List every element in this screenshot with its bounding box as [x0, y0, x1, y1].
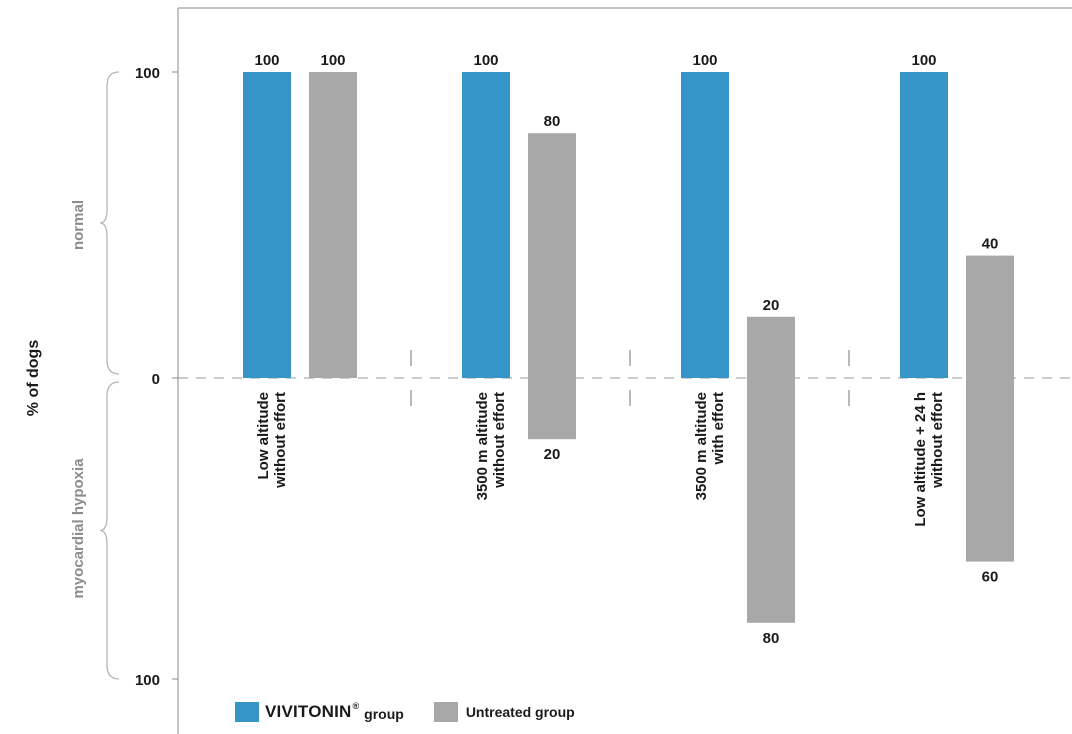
bar-untreated-normal [528, 133, 576, 378]
label-normal: normal [70, 200, 87, 250]
bar-vivitonin-normal [462, 72, 510, 378]
data-label-vivitonin-normal: 100 [911, 52, 936, 69]
data-label-untreated-normal: 40 [982, 236, 999, 253]
y-tick-label: 0 [152, 371, 160, 388]
brace-hypoxia [99, 381, 120, 680]
data-label-untreated-hypoxia: 60 [982, 569, 999, 586]
category-label-2: 3500 m altitudewithout effort [474, 392, 508, 500]
legend-swatch-untreated [433, 702, 458, 722]
legend-swatch-vivitonin [235, 702, 259, 722]
data-label-untreated-normal: 80 [544, 113, 561, 130]
brace-normal [99, 71, 120, 375]
category-label-line: without effort [929, 392, 946, 489]
bar-untreated-normal [309, 72, 357, 378]
bar-vivitonin-normal [900, 72, 948, 378]
label-myocardial-hypoxia: myocardial hypoxia [70, 458, 87, 599]
bar-untreated-normal [966, 255, 1014, 378]
data-label-untreated-hypoxia: 80 [763, 630, 780, 647]
y-axis-label: % of dogs [25, 340, 42, 417]
category-label-1: Low altitudewithout effort [255, 392, 289, 489]
bar-vivitonin-normal [681, 72, 729, 378]
category-label-line: without effort [272, 392, 289, 489]
data-label-vivitonin-normal: 100 [473, 52, 498, 69]
category-label-3: 3500 m altitudewith effort [693, 392, 727, 500]
data-label-vivitonin-normal: 100 [692, 52, 717, 69]
bar-untreated-hypoxia [747, 378, 795, 623]
data-label-untreated-hypoxia: 20 [544, 446, 561, 463]
category-label-line: with effort [710, 392, 727, 466]
bar-untreated-hypoxia [966, 378, 1014, 562]
category-label-line: 3500 m altitude [693, 392, 710, 500]
legend: VIVITONIN ® group Untreated group [235, 700, 575, 724]
legend-label-untreated: Untreated group [465, 704, 575, 720]
category-label-line: Low altitude + 24 h [912, 392, 929, 527]
category-label-line: Low altitude [255, 392, 272, 480]
data-label-vivitonin-normal: 100 [254, 52, 279, 69]
category-label-line: 3500 m altitude [474, 392, 491, 500]
legend-label-vivitonin: VIVITONIN [265, 702, 352, 721]
data-label-untreated-normal: 100 [320, 52, 345, 69]
category-label-line: without effort [491, 392, 508, 489]
bar-untreated-normal [747, 316, 795, 378]
y-tick-label: 100 [135, 672, 160, 689]
y-tick-label: 100 [135, 65, 160, 82]
bar-untreated-hypoxia [528, 378, 576, 440]
legend-label-vivitonin-suffix: group [364, 706, 404, 722]
data-label-untreated-normal: 20 [763, 297, 780, 314]
category-label-4: Low altitude + 24 hwithout effort [912, 392, 946, 527]
legend-registered-mark: ® [352, 701, 360, 711]
bar-vivitonin-normal [243, 72, 291, 378]
